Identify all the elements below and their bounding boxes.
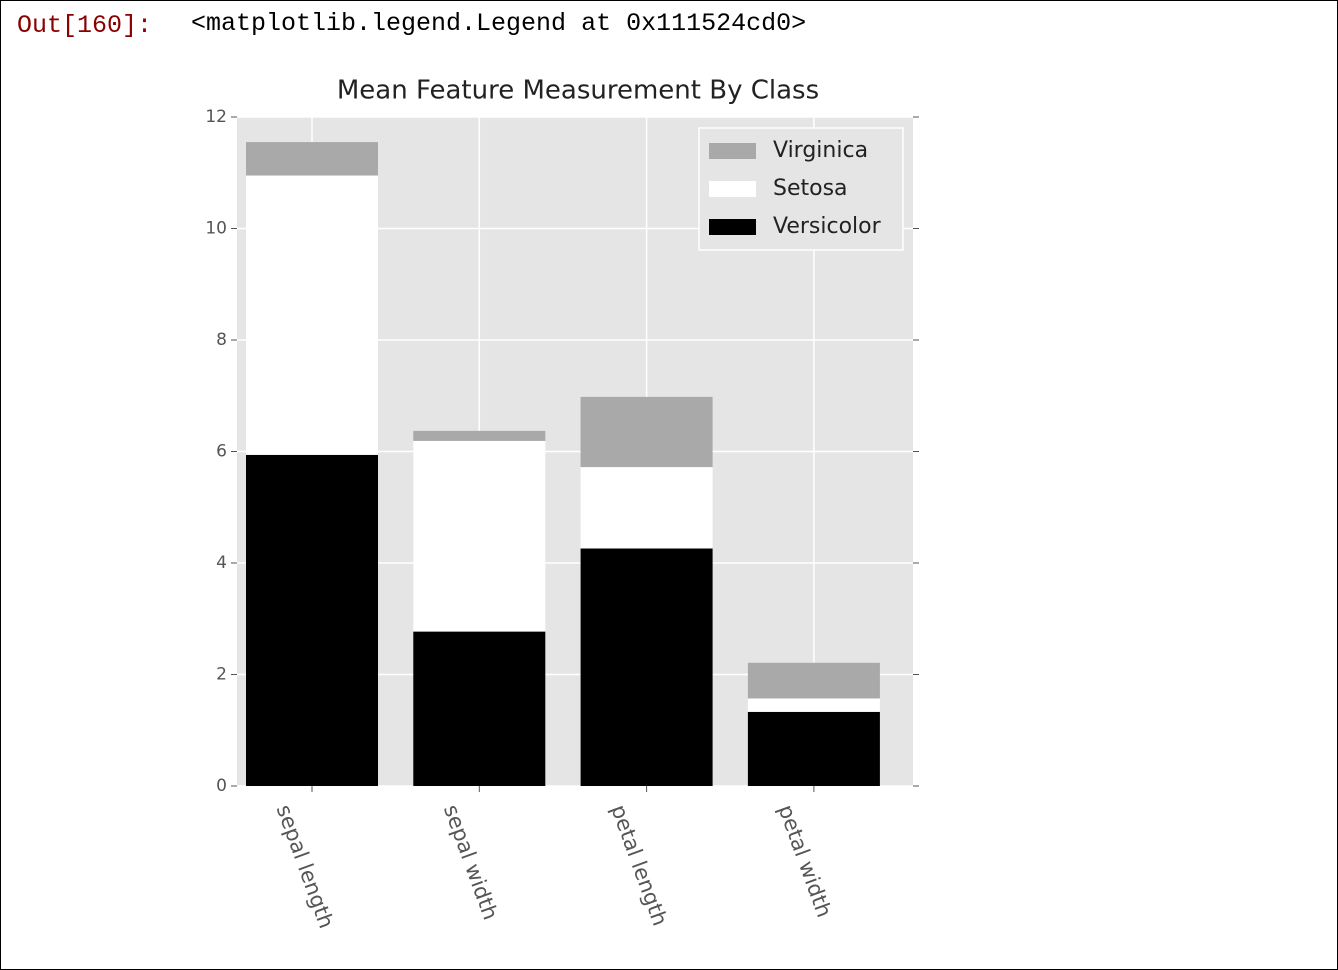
bar-segment [413, 430, 546, 441]
bar-segment [580, 396, 713, 468]
legend-label: Versicolor [773, 214, 882, 239]
bar-segment [246, 142, 378, 176]
bar-segment [747, 711, 880, 786]
y-tick-label: 10 [205, 219, 227, 239]
x-tick-label: sepal width [439, 802, 503, 923]
legend-swatch [709, 143, 756, 159]
y-tick-label: 12 [205, 107, 227, 127]
bar-segment [580, 467, 713, 549]
bar-segment [413, 631, 546, 786]
bar-segment [747, 662, 880, 699]
chart-title: Mean Feature Measurement By Class [337, 76, 819, 106]
legend-label: Setosa [773, 176, 848, 201]
y-tick-label: 6 [216, 442, 227, 462]
output-prompt: Out[160]: [17, 11, 153, 40]
legend-swatch [709, 181, 756, 197]
bar-segment [246, 175, 378, 455]
bar-segment [747, 698, 880, 712]
x-tick-label: sepal length [272, 802, 339, 932]
x-tick-label: petal length [606, 802, 672, 929]
y-tick-label: 4 [216, 553, 227, 573]
y-tick-label: 2 [216, 665, 227, 685]
y-tick-label: 8 [216, 330, 227, 350]
legend-swatch [709, 219, 756, 235]
bar-segment [246, 454, 378, 786]
bar-segment [580, 548, 713, 786]
x-tick-label: petal width [774, 802, 837, 921]
legend-label: Virginica [773, 138, 868, 163]
output-text: <matplotlib.legend.Legend at 0x111524cd0… [191, 9, 807, 38]
y-tick-label: 0 [216, 776, 227, 796]
bar-segment [413, 440, 546, 632]
